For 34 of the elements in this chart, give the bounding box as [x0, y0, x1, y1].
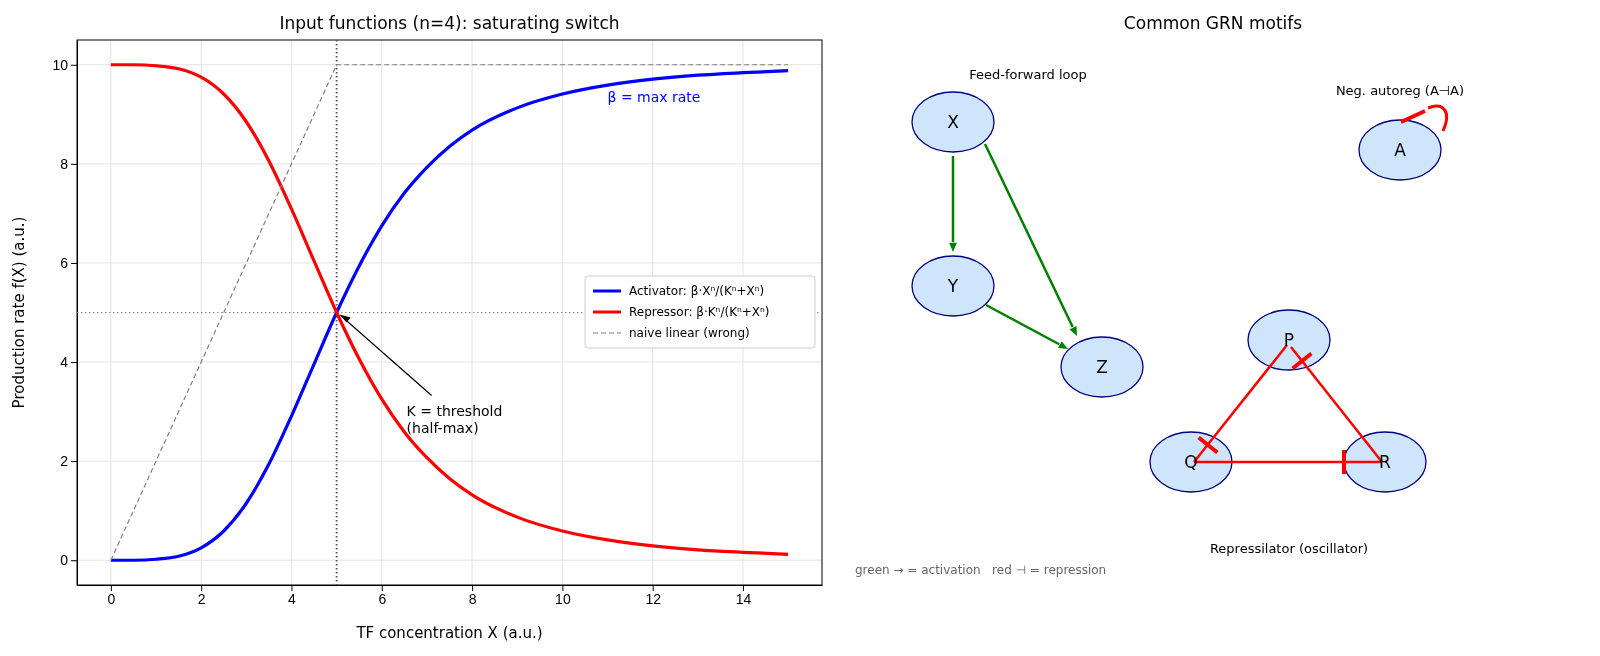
text: Feed-forward loop [969, 67, 1087, 82]
y-tick-label: 2 [60, 453, 69, 470]
legend-label: Activator: β·Xⁿ/(Kⁿ+Xⁿ) [629, 284, 765, 298]
x-tick-label: 6 [378, 590, 387, 607]
annotation: β = max rate [607, 88, 701, 105]
x-tick-label: 2 [197, 590, 206, 607]
text: R [1379, 452, 1392, 472]
x-tick-label: 14 [735, 590, 752, 607]
x-axis-title: TF concentration X (a.u.) [355, 624, 543, 642]
text: X [947, 112, 960, 132]
text: Repressilator (oscillator) [1209, 541, 1369, 556]
y-axis-title: Production rate f(X) (a.u.) [10, 216, 28, 409]
x-tick-label: 4 [288, 590, 297, 607]
legend-label: naive linear (wrong) [629, 326, 750, 340]
y-tick-label: 6 [60, 254, 69, 271]
x-tick-label: 12 [645, 590, 662, 607]
y-tick-label: 10 [52, 56, 69, 73]
y-tick-label: 4 [60, 354, 69, 371]
chart-title: Input functions (n=4): saturating switch [279, 13, 620, 33]
x-tick-label: 10 [555, 590, 571, 607]
x-tick-label: 0 [107, 590, 116, 607]
legend-label: Repressor: β·Kⁿ/(Kⁿ+Xⁿ) [629, 305, 770, 319]
text: Z [1096, 357, 1108, 377]
y-tick-label: 0 [60, 552, 69, 569]
text: P [1283, 330, 1295, 350]
text: A [1394, 140, 1407, 160]
text: Neg. autoreg (A⊣A) [1335, 83, 1465, 98]
text: Y [946, 276, 959, 296]
text: green → = activation red ⊣ = repression [855, 563, 1107, 577]
y-tick-label: 8 [60, 155, 69, 172]
text: Common GRN motifs [1123, 13, 1303, 33]
text: Q [1184, 452, 1198, 472]
annotation: K = threshold (half-max) [406, 402, 503, 436]
x-tick-label: 8 [468, 590, 477, 607]
